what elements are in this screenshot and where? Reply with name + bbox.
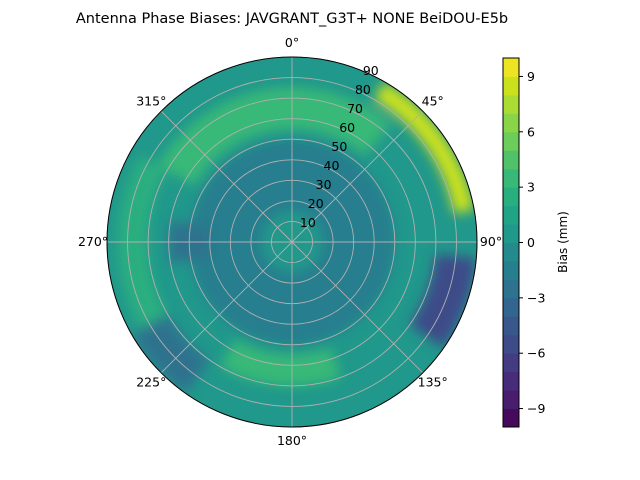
r-tick-label: 70 [347, 101, 363, 116]
colorbar-tick-label: −3 [527, 290, 545, 305]
r-tick-label: 50 [331, 139, 347, 154]
contour-region-2 [158, 87, 392, 186]
colorbar-level-0 [503, 408, 519, 428]
colorbar-level-17 [503, 94, 519, 114]
theta-gridline-225 [160, 241, 293, 374]
colorbar-tick-label: −6 [527, 346, 545, 361]
theta-tick-label: 315° [136, 93, 166, 108]
theta-tick-label: 90° [480, 234, 502, 249]
polar-frame [106, 56, 478, 428]
colorbar-level-15 [503, 131, 519, 151]
colorbar-level-13 [503, 168, 519, 188]
theta-tick-label: 225° [136, 375, 166, 390]
r-tick-label: 90 [363, 63, 379, 78]
colorbar-level-4 [503, 334, 519, 354]
colorbar: −9 −6 −3 0 3 6 9 [502, 57, 545, 428]
colorbar-level-16 [503, 113, 519, 133]
colorbar-level-1 [503, 390, 519, 410]
colorbar-label: Bias (mm) [556, 211, 570, 273]
colorbar-tick-label: 6 [527, 124, 535, 139]
colorbar-level-5 [503, 316, 519, 336]
theta-tick-label: 180° [277, 433, 307, 448]
r-tick-label: 80 [355, 82, 371, 97]
theta-tick-label: 0° [285, 35, 299, 50]
theta-tick-label: 270° [78, 234, 108, 249]
colorbar-level-10 [503, 224, 519, 243]
contour-region-6 [409, 254, 477, 349]
colorbar-tick-label: 9 [527, 69, 535, 84]
theta-tick-label: 45° [422, 93, 444, 108]
r-tick-label: 30 [316, 177, 332, 192]
colorbar-level-3 [503, 353, 519, 373]
colorbar-tick-label: −9 [527, 401, 545, 416]
colorbar-level-9 [503, 242, 519, 262]
contour-region-5 [374, 81, 475, 214]
colorbar-level-14 [503, 150, 519, 170]
theta-gridline-315 [160, 110, 293, 243]
colorbar-tick-label: 0 [527, 235, 535, 250]
colorbar-tick-label: 3 [527, 180, 535, 195]
r-tick-label: 60 [339, 120, 355, 135]
polar-grid [106, 56, 478, 428]
r-tick-label: 10 [300, 215, 316, 230]
colorbar-level-19 [503, 58, 519, 77]
theta-tick-labels: 0° 45° 90° 135° 180° 225° 270° 315° [78, 35, 502, 448]
colorbar-level-7 [503, 279, 519, 299]
colorbar-level-12 [503, 187, 519, 207]
theta-gridline-135 [291, 241, 424, 374]
colorbar-level-6 [503, 297, 519, 317]
contour-region-7 [131, 313, 210, 394]
colorbar-level-18 [503, 76, 519, 96]
colorbar-level-11 [503, 205, 519, 225]
theta-gridline-45 [291, 110, 424, 243]
r-tick-labels: 10 20 30 40 50 60 70 80 90 [300, 63, 379, 230]
chart-title: Antenna Phase Biases: JAVGRANT_G3T+ NONE… [76, 11, 508, 27]
colorbar-level-8 [503, 260, 519, 280]
r-tick-label: 40 [324, 158, 340, 173]
r-tick-label: 20 [308, 196, 324, 211]
contour-region-3 [220, 339, 342, 386]
theta-tick-label: 135° [418, 375, 448, 390]
colorbar-level-2 [503, 371, 519, 391]
